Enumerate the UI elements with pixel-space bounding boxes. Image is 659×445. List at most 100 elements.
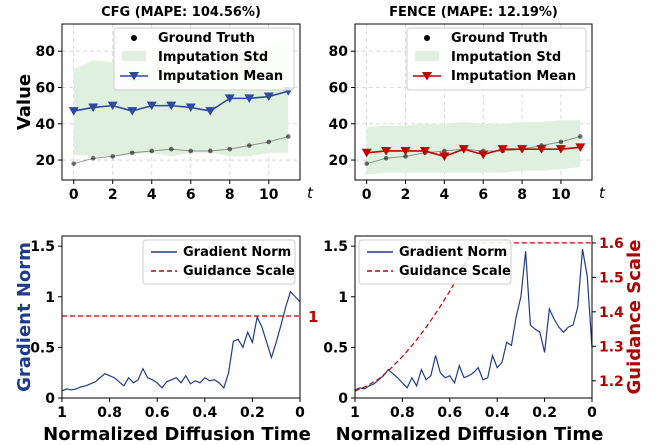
imputation-mean-marker (68, 107, 79, 116)
ground-truth-point (227, 146, 233, 152)
legend-box (406, 27, 587, 91)
imputation-mean-marker (439, 152, 450, 161)
x-tick-label: 0.2 (240, 405, 265, 421)
ground-truth-point (383, 155, 389, 161)
legend-label: Imputation Mean (451, 69, 576, 84)
legend-label: Ground Truth (451, 31, 548, 46)
imputation-mean-marker (205, 107, 216, 116)
annotation-label: 1 (308, 308, 318, 326)
y-tick-label: 1 (338, 290, 348, 306)
chart-panel-1: 0 2 4 6 8 10 20 40 60 80 CFG (MAPE: 104.56%) t Value… (14, 5, 314, 203)
y-tick-label: 40 (329, 117, 349, 133)
ground-truth-point (110, 154, 116, 159)
legend-box (113, 27, 295, 91)
x-tick-label: 0.6 (145, 405, 170, 421)
legend-label: Gradient Norm (183, 245, 291, 260)
imputation-mean-marker (263, 92, 274, 102)
ground-truth-point (285, 134, 291, 139)
x-tick-label: 6 (478, 187, 488, 203)
x-tick-label: 10 (259, 187, 279, 203)
ground-truth-point (403, 154, 408, 159)
imputation-mean-marker (419, 146, 430, 156)
legend: Gradient Norm Guidance Scale (358, 239, 512, 285)
imputation-mean-marker (381, 146, 392, 156)
y-tick-label: 60 (36, 80, 56, 96)
imputation-mean-marker (361, 148, 372, 158)
legend-label: Imputation Std (451, 50, 561, 65)
x-axis-label: Normalized Diffusion Time (336, 424, 604, 445)
x-axis-label: t (599, 184, 606, 202)
plot-frame (61, 235, 301, 399)
ground-truth-point (71, 161, 77, 166)
ground-truth-point (266, 139, 272, 145)
imputation-mean-marker (88, 103, 99, 112)
ground-truth-point (129, 150, 135, 156)
std-band (366, 120, 581, 175)
y2-tick-label: 1.2 (599, 374, 624, 390)
x-tick-label: 8 (225, 187, 235, 203)
x-tick-label: 6 (186, 187, 196, 203)
y2-tick-label: 1.5 (599, 270, 624, 286)
imputation-mean-line (366, 146, 581, 158)
legend-box (358, 239, 512, 285)
plot-frame (354, 235, 593, 399)
ground-truth-point (364, 161, 369, 166)
y-tick-label: 1.5 (30, 239, 55, 255)
imputation-mean-line (73, 90, 289, 112)
guidance-scale-line (354, 242, 592, 392)
imputation-mean-marker (517, 145, 528, 154)
legend-swatch-mean-marker (422, 72, 432, 81)
x-tick-label: 0.8 (97, 405, 122, 421)
x-tick-label: 2 (108, 187, 118, 203)
gradient-norm-line (354, 249, 593, 391)
x-tick-label: 0 (295, 405, 305, 421)
imputation-mean-marker (478, 150, 489, 160)
y2-tick-label: 1.6 (599, 236, 624, 252)
y-tick-label: 80 (329, 44, 349, 60)
x-tick-label: 1 (350, 405, 360, 421)
ground-truth-line (73, 135, 289, 165)
imputation-mean-marker (536, 145, 547, 154)
x-tick-label: 0 (362, 187, 372, 203)
x-tick-label: 0 (587, 405, 597, 421)
y-tick-label: 20 (329, 153, 349, 169)
x-tick-label: 1 (57, 405, 67, 421)
imputation-mean-marker (127, 107, 138, 116)
y-tick-label: 0.5 (30, 340, 55, 356)
legend-swatch-std (415, 51, 439, 61)
ground-truth-point (168, 146, 174, 152)
imputation-mean-marker (166, 101, 177, 111)
ground-truth-line (366, 135, 581, 165)
x-tick-label: 0.2 (532, 405, 557, 421)
y2-tick-label: 1.4 (599, 305, 624, 321)
legend-swatch-ground-truth (424, 35, 430, 41)
legend: Ground Truth Imputation Std Imputation Mea… (113, 27, 295, 91)
y2-tick-label: 1.3 (599, 339, 624, 355)
imputation-mean-marker (146, 101, 157, 111)
ground-truth-point (149, 148, 155, 154)
x-tick-label: 10 (551, 187, 571, 203)
y-tick-label: 80 (36, 44, 56, 60)
imputation-mean-marker (497, 145, 508, 154)
y-tick-label: 0 (45, 391, 55, 407)
legend-box (142, 239, 296, 285)
x-tick-label: 0 (69, 187, 79, 203)
imputation-mean-marker (224, 94, 235, 103)
legend: Ground Truth Imputation Std Imputation Mea… (406, 27, 587, 91)
chart-panel-3: 1 0.8 0.6 0.4 0.2 0 0 0.5 1 1.5 Normalized Diffusi… (14, 235, 318, 445)
legend-label: Gradient Norm (399, 245, 507, 260)
legend-label: Guidance Scale (183, 264, 295, 279)
ground-truth-point (578, 134, 583, 139)
imputation-mean-marker (555, 145, 566, 154)
legend-swatch-mean-marker (129, 72, 139, 81)
x-axis-label: t (307, 184, 314, 202)
imputation-mean-marker (107, 101, 118, 111)
x-tick-label: 0.4 (485, 405, 510, 421)
y-tick-label: 0 (338, 391, 348, 407)
ground-truth-point (442, 148, 447, 154)
x-tick-label: 0.4 (192, 405, 217, 421)
legend-label: Ground Truth (158, 31, 255, 46)
ground-truth-point (207, 148, 213, 154)
chart-panel-4: 1 0.8 0.6 0.4 0.2 0 0 0.5 1 1.5 1.2 1.3 1.4 1.5 1.6 Nor… (323, 235, 645, 445)
x-tick-label: 0.6 (437, 405, 462, 421)
